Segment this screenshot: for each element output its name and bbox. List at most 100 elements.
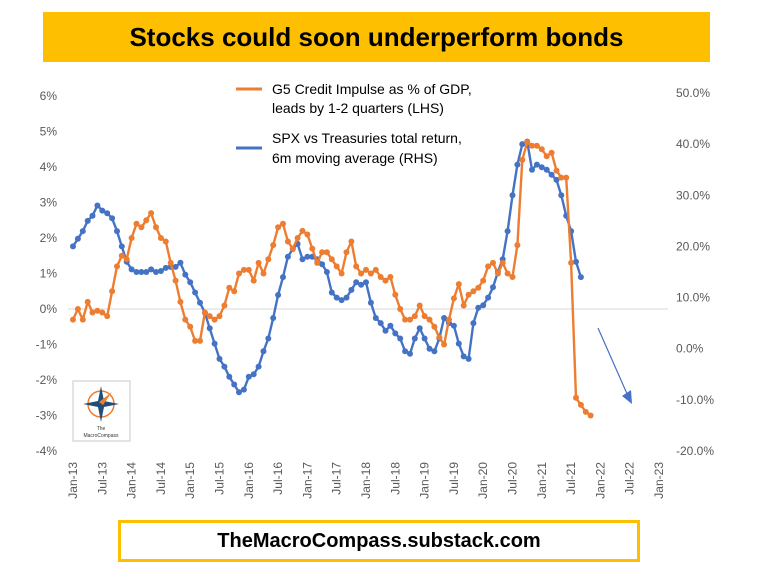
spx-vs-treasuries-point [221, 363, 228, 370]
credit-impulse-point [153, 224, 159, 231]
spx-vs-treasuries-point [490, 284, 496, 291]
credit-impulse-point [382, 277, 389, 284]
x-tick-label: Jul-19 [447, 462, 461, 495]
spx-vs-treasuries-point [397, 335, 404, 342]
x-tick-label: Jul-20 [506, 462, 520, 495]
series-layer [70, 138, 594, 419]
footer-url: TheMacroCompass.substack.com [217, 529, 541, 552]
credit-impulse-point [494, 270, 501, 277]
credit-impulse-point [377, 274, 384, 280]
x-tick-label: Jan-15 [183, 462, 197, 499]
credit-impulse-point [304, 231, 311, 238]
spx-vs-treasuries-point [372, 315, 379, 321]
credit-impulse-point [104, 313, 111, 320]
credit-impulse-point [148, 210, 155, 217]
spx-vs-treasuries-point [411, 335, 418, 342]
spx-vs-treasuries-point [367, 299, 374, 306]
spx-vs-treasuries-point [206, 325, 213, 332]
x-tick-label: Jul-21 [564, 462, 578, 495]
credit-impulse-point [548, 149, 555, 156]
spx-vs-treasuries-point [172, 263, 179, 270]
credit-impulse-point [314, 259, 321, 266]
credit-impulse-point [123, 256, 130, 263]
credit-impulse-point [475, 284, 482, 291]
spx-vs-treasuries-point [138, 269, 145, 275]
right-tick-label: -20.0% [676, 444, 714, 458]
credit-impulse-point [187, 323, 194, 330]
credit-impulse-point [74, 306, 81, 312]
right-tick-label: 50.0% [676, 86, 710, 100]
spx-vs-treasuries-point [216, 355, 223, 362]
spx-vs-treasuries-point [426, 345, 433, 352]
spx-vs-treasuries-point [338, 297, 345, 304]
credit-impulse-point [563, 174, 570, 181]
left-tick-label: 1% [40, 267, 58, 281]
spx-vs-treasuries-point [104, 210, 111, 217]
credit-impulse-point [265, 256, 272, 263]
spx-vs-treasuries-point [455, 340, 462, 347]
credit-impulse-point [328, 256, 335, 263]
credit-impulse-point [553, 167, 560, 174]
left-tick-label: 2% [40, 231, 58, 245]
spx-vs-treasuries-point [114, 228, 120, 235]
left-tick-label: 0% [40, 302, 58, 316]
credit-impulse-point [143, 217, 150, 224]
credit-impulse-point [426, 316, 433, 323]
right-tick-label: -10.0% [676, 393, 714, 407]
credit-impulse-point [533, 142, 540, 149]
spx-vs-treasuries-point [533, 161, 540, 168]
spx-vs-treasuries-point [377, 320, 384, 327]
credit-impulse-point [109, 288, 116, 295]
legend: G5 Credit Impulse as % of GDP, leads by … [236, 81, 472, 166]
spx-vs-treasuries-point [465, 355, 472, 362]
spx-vs-treasuries-point [470, 320, 477, 327]
credit-impulse-point [211, 316, 218, 323]
credit-impulse-point [407, 316, 413, 323]
spx-vs-treasuries-point [421, 335, 428, 342]
credit-impulse-point [192, 337, 199, 344]
credit-impulse-point [490, 259, 496, 266]
credit-impulse-point [167, 259, 174, 266]
spx-vs-treasuries-point [319, 261, 326, 268]
credit-impulse-point [367, 270, 374, 277]
spx-vs-treasuries-point [226, 373, 233, 380]
compass-needle-icon [99, 392, 112, 405]
credit-impulse-point [402, 316, 409, 323]
spx-vs-treasuries-point [177, 259, 184, 266]
credit-impulse-point [284, 238, 291, 245]
spx-vs-treasuries-point [402, 348, 409, 355]
spx-vs-treasuries-point [504, 228, 511, 235]
credit-impulse-point [455, 281, 462, 288]
credit-impulse-point [582, 408, 589, 415]
credit-impulse-point [421, 313, 428, 320]
spx-vs-treasuries-point [304, 253, 311, 260]
spx-vs-treasuries-point [265, 335, 272, 342]
x-tick-label: Jan-13 [66, 462, 80, 499]
credit-impulse-point [84, 298, 91, 305]
credit-impulse-point [416, 302, 423, 309]
spx-vs-treasuries-point [299, 256, 306, 263]
credit-impulse-point [363, 266, 369, 273]
credit-impulse-point [114, 263, 120, 270]
spx-vs-treasuries-point [118, 243, 125, 250]
spx-vs-treasuries-point [353, 279, 360, 286]
spx-vs-treasuries-point [577, 274, 584, 281]
spx-vs-treasuries-point [153, 269, 159, 275]
credit-impulse-point [299, 227, 306, 234]
spx-vs-treasuries-point [280, 274, 286, 281]
credit-impulse-point [157, 235, 164, 241]
credit-impulse-point [275, 224, 282, 231]
credit-impulse-point [436, 334, 443, 341]
x-tick-label: Jan-23 [652, 462, 666, 499]
spx-vs-treasuries-point [275, 292, 282, 298]
credit-impulse-point [309, 245, 316, 252]
credit-impulse-point [260, 270, 267, 277]
spx-vs-treasuries-point [162, 264, 169, 271]
credit-impulse-point [294, 235, 301, 241]
spx-vs-treasuries-point [333, 294, 340, 301]
credit-impulse-point [240, 266, 247, 273]
credit-impulse-point [89, 309, 96, 316]
credit-impulse-point [446, 316, 452, 323]
left-tick-label: -3% [36, 409, 58, 423]
x-tick-label: Jan-18 [359, 462, 373, 499]
